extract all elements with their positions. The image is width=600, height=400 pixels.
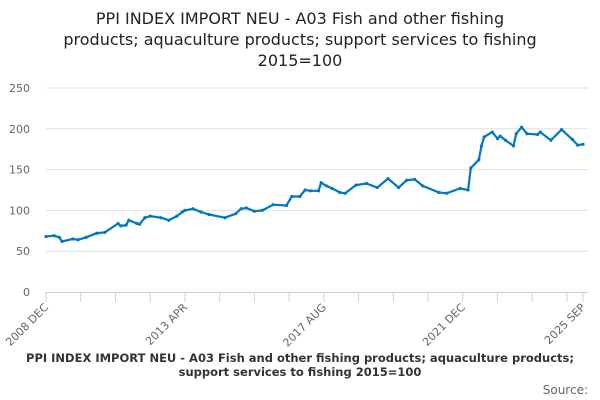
source-label: Source:	[542, 383, 588, 397]
data-point	[223, 216, 227, 220]
data-point	[244, 206, 248, 210]
data-point	[175, 214, 179, 218]
chart-title: PPI INDEX IMPORT NEU - A03 Fish and othe…	[10, 8, 590, 71]
data-point	[576, 143, 580, 147]
data-point	[260, 208, 265, 212]
data-point	[413, 177, 417, 181]
data-point	[477, 158, 481, 162]
title-line: products; aquaculture products; support …	[63, 30, 537, 49]
data-point	[405, 178, 409, 182]
data-point	[338, 190, 342, 195]
data-point	[421, 184, 425, 188]
y-tick-label: 150	[9, 164, 30, 177]
data-point	[159, 216, 163, 220]
data-point	[191, 207, 195, 211]
data-point	[525, 132, 529, 136]
data-point	[308, 189, 313, 193]
data-point	[560, 128, 564, 132]
data-point	[252, 209, 256, 213]
data-point	[127, 218, 131, 222]
data-point	[538, 130, 542, 134]
data-point	[116, 221, 120, 226]
data-point	[180, 210, 184, 214]
data-point	[498, 134, 502, 138]
data-point	[479, 144, 484, 148]
data-point	[324, 184, 329, 188]
data-point	[330, 186, 334, 190]
y-tick-label: 100	[9, 204, 30, 217]
data-point	[354, 183, 358, 187]
data-point	[570, 137, 574, 142]
data-point	[490, 130, 494, 134]
x-tick-label: 2025 SEP	[542, 301, 588, 347]
data-point	[44, 234, 48, 239]
y-tick-label: 250	[9, 82, 30, 95]
data-point	[271, 203, 275, 207]
data-point	[239, 207, 243, 211]
data-point	[284, 203, 289, 208]
y-tick-label: 200	[9, 123, 30, 136]
data-point	[84, 235, 88, 239]
data-point	[290, 194, 294, 199]
data-point	[364, 181, 369, 186]
data-point	[95, 231, 99, 235]
data-point	[143, 216, 147, 220]
data-point	[386, 176, 390, 181]
data-point	[119, 224, 123, 228]
data-point	[495, 136, 500, 141]
data-point	[298, 194, 302, 199]
data-point	[445, 191, 449, 195]
data-point	[234, 212, 238, 216]
data-point	[581, 142, 585, 146]
x-tick-label: 2021 DEC	[420, 301, 468, 349]
data-point	[514, 132, 518, 136]
y-tick-label: 50	[16, 245, 30, 258]
data-point	[76, 238, 80, 242]
data-point	[71, 237, 75, 241]
data-point	[137, 222, 142, 226]
data-point	[458, 186, 462, 190]
data-point	[103, 230, 107, 235]
data-point	[167, 218, 171, 222]
chart-footer-title: PPI INDEX IMPORT NEU - A03 Fish and othe…	[26, 351, 574, 379]
title-line: 2015=100	[257, 51, 343, 70]
data-point	[503, 138, 508, 142]
data-point	[519, 125, 524, 129]
data-point	[482, 135, 486, 139]
data-point	[316, 189, 321, 193]
data-point	[57, 235, 61, 239]
data-point	[437, 190, 441, 195]
data-point	[511, 144, 516, 148]
data-point	[466, 188, 470, 192]
x-tick-label: 2008 DEC	[3, 301, 51, 349]
data-point	[535, 132, 540, 137]
data-point	[303, 188, 307, 192]
data-point	[148, 214, 152, 218]
x-tick-label: 2013 APR	[143, 301, 190, 348]
data-point	[469, 166, 473, 170]
data-point	[375, 185, 379, 190]
data-point	[183, 208, 187, 212]
title-line: PPI INDEX IMPORT NEU - A03 Fish and othe…	[95, 9, 505, 28]
y-tick-label: 0	[23, 286, 30, 299]
data-point	[343, 191, 347, 195]
x-tick-label: 2017 AUG	[280, 301, 329, 350]
data-point	[60, 239, 64, 244]
data-point	[549, 138, 553, 142]
data-point	[319, 181, 323, 185]
line-chart: 0 50 100 150 200 250 2008 DEC 2013 APR 2017 AUG 2…	[3, 82, 588, 350]
data-point	[199, 210, 203, 214]
data-point	[207, 212, 211, 217]
data-point	[52, 234, 56, 238]
data-point	[397, 185, 401, 190]
data-point	[135, 221, 139, 226]
data-point	[124, 223, 128, 227]
